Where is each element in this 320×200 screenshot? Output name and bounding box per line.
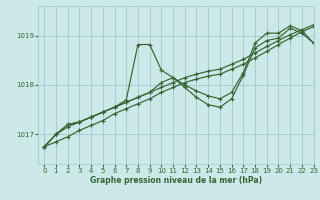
X-axis label: Graphe pression niveau de la mer (hPa): Graphe pression niveau de la mer (hPa) <box>90 176 262 185</box>
